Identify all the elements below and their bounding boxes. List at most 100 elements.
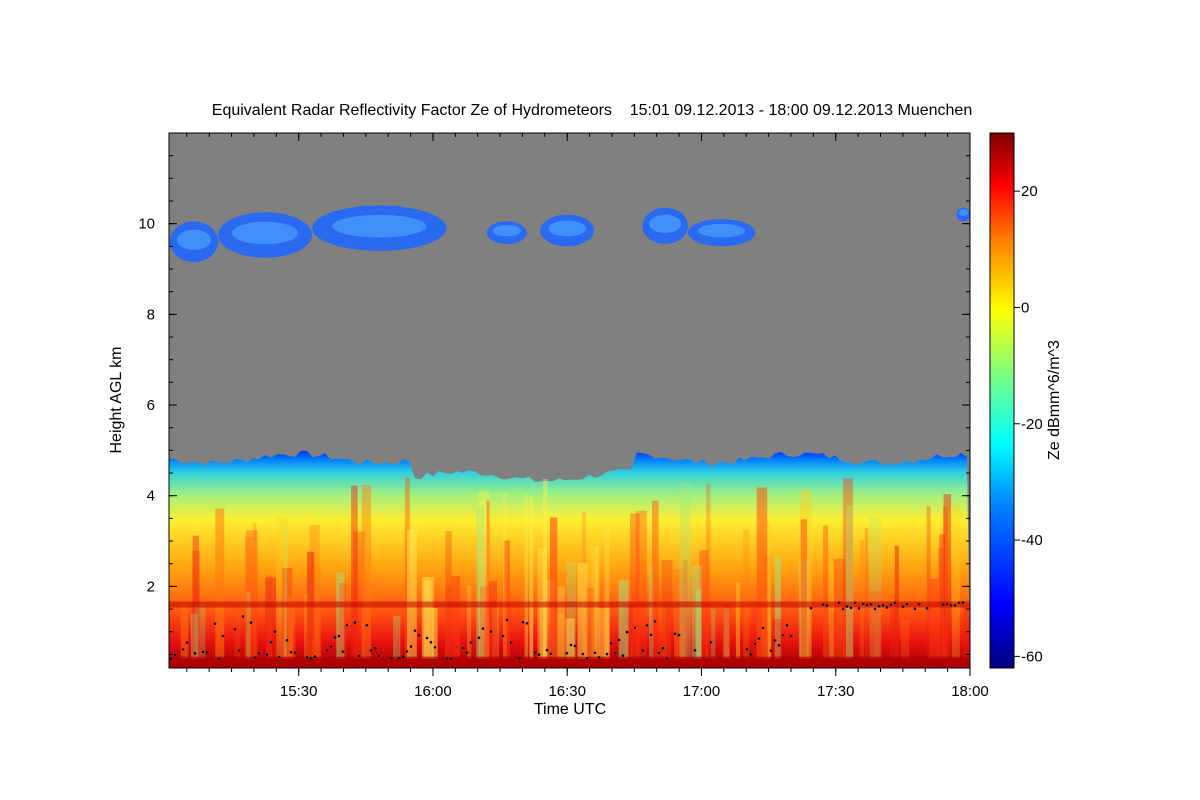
cloud-base-dot [525, 622, 529, 625]
fallstreak [963, 606, 970, 659]
cloud-base-dot [773, 639, 777, 642]
fallstreak [675, 601, 684, 659]
cloud-base-dot [593, 651, 597, 655]
fallstreak [598, 608, 610, 659]
fallstreak [336, 572, 345, 659]
cloud-base-dot [329, 645, 333, 648]
cloud-base-dot [377, 654, 381, 657]
cloud-base-dot [337, 634, 341, 638]
cloud-base-dot [633, 626, 637, 630]
fallstreak [830, 612, 835, 659]
cloud-base-dot [185, 641, 189, 644]
cloud-base-dot [469, 641, 473, 644]
cloud-base-dot [401, 655, 405, 659]
cloud-base-dot [653, 620, 657, 623]
precipitation-echo-region [169, 450, 970, 668]
fallstreak [652, 500, 659, 659]
colorbar-label: Ze dBmm^6/m^3 [1046, 340, 1063, 460]
fallstreak [467, 585, 472, 659]
fallstreak [529, 497, 534, 659]
cloud-base-dot [657, 651, 661, 655]
cloud-base-dot [857, 607, 861, 610]
fallstreak [951, 504, 960, 659]
fallstreak [444, 586, 452, 659]
cloud-base-dot [405, 650, 409, 653]
cloud-base-dot [433, 646, 437, 649]
cloud-base-dot [277, 655, 281, 659]
fallstreak [283, 523, 287, 659]
cloud-base-dot [489, 630, 493, 633]
fallstreak [492, 606, 499, 659]
fallstreak [180, 603, 189, 659]
cloud-base-dot [533, 651, 537, 654]
fallstreak [191, 613, 199, 659]
cloud-base-dot [861, 602, 865, 606]
cloud-base-dot [853, 601, 857, 605]
fallstreak [194, 604, 206, 659]
cloud-base-dot [877, 605, 881, 608]
cloud-base-dot [841, 607, 845, 611]
fallstreak [926, 506, 931, 659]
fallstreak [658, 605, 666, 659]
fallstreak [503, 492, 507, 659]
cloud-base-dot [753, 642, 757, 646]
cloud-base-dot [949, 603, 953, 607]
cloud-base-dot [573, 644, 577, 648]
fallstreak [566, 561, 576, 659]
cirrus-echo-core [332, 214, 427, 238]
cloud-base-dot [509, 641, 513, 644]
cloud-base-dot [477, 636, 481, 640]
surface-echo [169, 656, 970, 668]
fallstreak [311, 604, 322, 659]
cloud-base-dot [581, 652, 585, 656]
y-axis-label: Height AGL km [108, 346, 125, 453]
x-axis-ticks: 15:30 16:00 16:30 17:00 17:30 18:00 [186, 133, 989, 700]
cloud-base-dot [781, 633, 785, 637]
fallstreak [800, 519, 807, 659]
fallstreak [706, 483, 711, 659]
colorbar-tick-label: 0 [1021, 299, 1029, 316]
fallstreak [423, 580, 432, 659]
cloud-base-dot [389, 657, 393, 660]
fallstreak [288, 570, 294, 659]
cloud-base-dot [249, 621, 253, 624]
cloud-base-dot [353, 621, 357, 624]
fallstreak [431, 607, 438, 659]
cloud-base-dot [957, 601, 961, 604]
fallstreak [695, 588, 702, 659]
cloud-base-dot [641, 649, 645, 652]
cloud-base-dot [865, 603, 869, 607]
cloud-base-dot [505, 618, 509, 622]
fallstreak [843, 478, 853, 659]
fallstreak [711, 608, 716, 659]
cloud-base-dot [265, 653, 269, 656]
cloud-base-dot [953, 604, 957, 607]
fallstreak [774, 557, 781, 659]
cloud-base-dot [665, 657, 669, 660]
cloud-base-dot [821, 603, 825, 606]
cloud-base-dot [621, 654, 625, 657]
cloud-base-dot [357, 654, 361, 658]
cloud-base-dot [193, 652, 197, 655]
fallstreak [900, 619, 910, 659]
fallstreak [287, 598, 296, 659]
fallstreak [304, 593, 310, 659]
cloud-base-dot [233, 628, 237, 631]
x-axis-label: Time UTC [534, 701, 606, 718]
fallstreak [581, 511, 586, 659]
fallstreak [550, 517, 558, 659]
cloud-base-dot [217, 657, 221, 660]
fallstreak [246, 591, 251, 659]
cloud-base-dot [253, 656, 257, 659]
fallstreak [487, 581, 497, 659]
fallstreak [869, 517, 882, 659]
fallstreak [890, 607, 896, 659]
fallstreak [630, 513, 640, 659]
cloud-base-dot [565, 651, 569, 655]
fallstreak [942, 506, 948, 659]
fallstreak [929, 578, 939, 659]
cloud-base-dot [257, 652, 261, 655]
fallstreak [665, 608, 671, 659]
fallstreak [604, 524, 610, 659]
x-tick-label: 17:00 [683, 683, 721, 700]
